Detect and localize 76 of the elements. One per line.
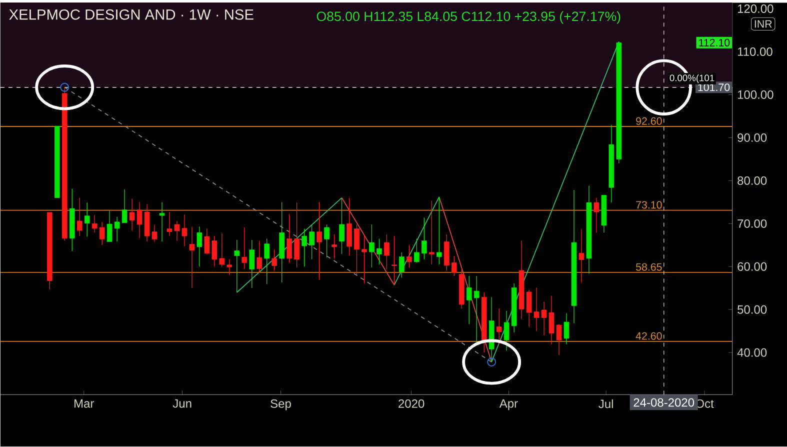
y-tick-label: 80.00 [738, 176, 767, 186]
candlestick [399, 252, 404, 278]
annotation: O85.00 H112.35 L84.05 C112.10 +23.95 (+27.17%) [316, 11, 620, 24]
x-tick-label: Jul [598, 400, 613, 408]
candlestick [384, 234, 390, 270]
candlestick [76, 198, 82, 237]
ref-line-label: 73.10 [636, 201, 662, 209]
ref-line-label: 101.70 [698, 84, 730, 92]
candlestick [422, 217, 427, 260]
candlestick [234, 240, 240, 293]
text: INR [754, 20, 772, 28]
y-tick-label: 90.00 [738, 134, 767, 142]
candlestick [122, 189, 128, 224]
y-tick-label: 40.00 [737, 348, 767, 357]
candlestick [376, 238, 382, 265]
candlestick [226, 259, 232, 276]
candlestick [504, 310, 510, 352]
candlestick [106, 210, 112, 242]
candlestick [451, 256, 457, 277]
candlestick [309, 224, 314, 260]
ref-line-label: 24-08-2020 [634, 398, 694, 407]
candlestick [369, 224, 374, 268]
annotation: 112.10 [699, 39, 730, 47]
candlestick [354, 224, 360, 275]
candlestick [219, 233, 225, 268]
candlestick [466, 276, 472, 325]
candlestick [594, 198, 600, 234]
candlestick [256, 240, 262, 274]
candlestick [406, 244, 412, 268]
candlestick [264, 238, 270, 285]
candlestick [474, 276, 480, 344]
chart-title: XELPMOC DESIGN AND · 1W · NSE [9, 10, 254, 20]
candlestick [332, 234, 337, 259]
candlestick [99, 222, 105, 246]
y-tick-label: 110.00 [738, 48, 772, 56]
candlestick [414, 238, 420, 264]
x-tick-label: Jun [172, 400, 192, 408]
candlestick [564, 313, 570, 345]
candlestick [436, 196, 442, 265]
ref-line-label: 42.60 [636, 332, 662, 340]
x-tick-label: Apr [499, 400, 518, 410]
candlestick [324, 224, 330, 258]
candlestick [578, 229, 584, 283]
candlestick [496, 308, 502, 345]
annotation: 0.00%(101 [670, 74, 714, 84]
candlestick [242, 227, 248, 270]
y-tick-label: 50.00 [738, 305, 767, 314]
candlestick [249, 240, 255, 289]
candlestick [428, 200, 434, 265]
candlestick [444, 234, 450, 272]
candlestick [294, 202, 300, 268]
candlestick [84, 202, 90, 237]
candlestick [362, 236, 367, 284]
candlestick [92, 214, 98, 234]
y-tick-label: 120.00 [738, 4, 774, 14]
candlestick [114, 216, 120, 242]
candlestick [346, 198, 352, 256]
ref-line-label: 58.65 [636, 263, 662, 271]
candlestick [196, 226, 202, 268]
x-tick-label: Sep [270, 400, 291, 410]
candlestick [159, 202, 165, 242]
x-tick-label: Mar [74, 400, 94, 408]
candlestick [316, 202, 322, 280]
candlestick [212, 236, 218, 268]
candlestick [204, 228, 210, 255]
y-tick-label: 100.00 [738, 90, 774, 100]
candlestick [189, 226, 195, 289]
candlestick [392, 236, 397, 286]
y-tick-label: 70.00 [738, 220, 767, 228]
candlestick [339, 198, 344, 255]
x-tick-label: 2020 [398, 400, 424, 408]
candlestick [302, 228, 307, 268]
candlestick [272, 249, 278, 272]
y-tick-label: 60.00 [738, 262, 767, 271]
candlestick [286, 214, 292, 264]
ref-line-label: 92.60 [636, 117, 662, 126]
